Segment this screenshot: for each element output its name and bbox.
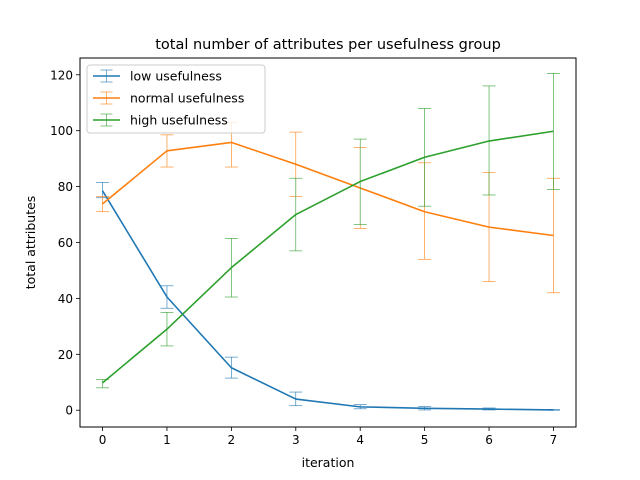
y-tick-label: 100	[50, 124, 73, 138]
series-line	[101, 190, 554, 411]
series-line	[102, 141, 554, 237]
legend-label: high usefulness	[130, 113, 228, 128]
y-tick-label: 20	[58, 348, 73, 362]
x-axis-ticks: 0 1 2 3 4 5 6 7	[99, 427, 558, 447]
y-tick-label: 60	[58, 236, 73, 250]
y-axis-ticks: 0 20 40 60 80 100 120	[50, 68, 80, 418]
series-1	[96, 121, 560, 294]
y-tick-label: 40	[58, 292, 73, 306]
legend-label: low usefulness	[130, 69, 222, 84]
x-tick-label: 0	[99, 433, 107, 447]
legend: low usefulness normal usefulness high usef…	[86, 64, 266, 134]
y-tick-label: 80	[58, 180, 73, 194]
x-tick-label: 6	[485, 433, 493, 447]
legend-label: normal usefulness	[130, 91, 244, 106]
x-tick-label: 5	[421, 433, 429, 447]
plot-area	[96, 73, 560, 411]
x-tick-label: 7	[550, 433, 558, 447]
x-tick-label: 2	[228, 433, 236, 447]
y-axis-label: total attributes	[23, 196, 38, 290]
series-0	[96, 182, 560, 411]
y-tick-label: 120	[50, 68, 73, 82]
chart-title: total number of attributes per usefulnes…	[155, 37, 501, 53]
legend-box	[86, 64, 266, 134]
y-tick-label: 0	[65, 404, 73, 418]
series-line	[102, 130, 554, 384]
x-tick-label: 1	[163, 433, 171, 447]
x-axis-label: iteration	[302, 455, 355, 470]
x-tick-label: 4	[356, 433, 364, 447]
series-2	[96, 73, 560, 389]
x-tick-label: 3	[292, 433, 300, 447]
